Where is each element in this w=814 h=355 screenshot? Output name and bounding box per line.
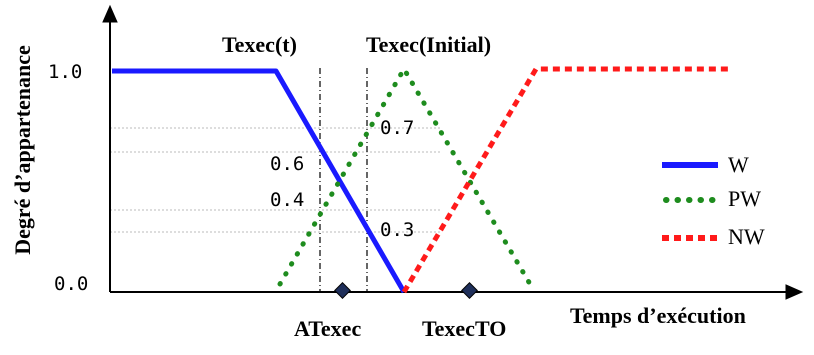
y-tick-high: 1.0 xyxy=(48,61,82,83)
y-tick-low: 0.0 xyxy=(54,273,88,295)
legend-w-label: W xyxy=(728,152,749,177)
nw-curve xyxy=(401,66,730,294)
value-label-0-4: 0.4 xyxy=(270,189,304,211)
axes xyxy=(102,4,804,300)
y-axis-arrow xyxy=(102,4,118,23)
pw-curve xyxy=(277,64,533,287)
w-curve xyxy=(112,68,407,294)
x-axis-arrow xyxy=(785,284,804,300)
value-label-0-3: 0.3 xyxy=(380,219,414,241)
legend: W PW NW xyxy=(662,152,765,249)
texecto-marker xyxy=(461,282,478,299)
x-axis-label: Temps d’exécution xyxy=(570,303,746,328)
value-label-0-6: 0.6 xyxy=(270,153,304,175)
legend-pw-label: PW xyxy=(728,186,761,211)
guide-lines xyxy=(110,127,440,233)
legend-nw-label: NW xyxy=(728,224,765,249)
texec-initial-label: Texec(Initial) xyxy=(366,32,491,57)
texecto-label: TexecTO xyxy=(422,316,506,341)
atexec-marker xyxy=(334,282,351,299)
texec-t-label: Texec(t) xyxy=(222,32,297,57)
atexec-label: ATexec xyxy=(294,316,361,341)
y-axis-label: Degré d’appartenance xyxy=(10,45,35,255)
value-label-0-7: 0.7 xyxy=(380,117,414,139)
